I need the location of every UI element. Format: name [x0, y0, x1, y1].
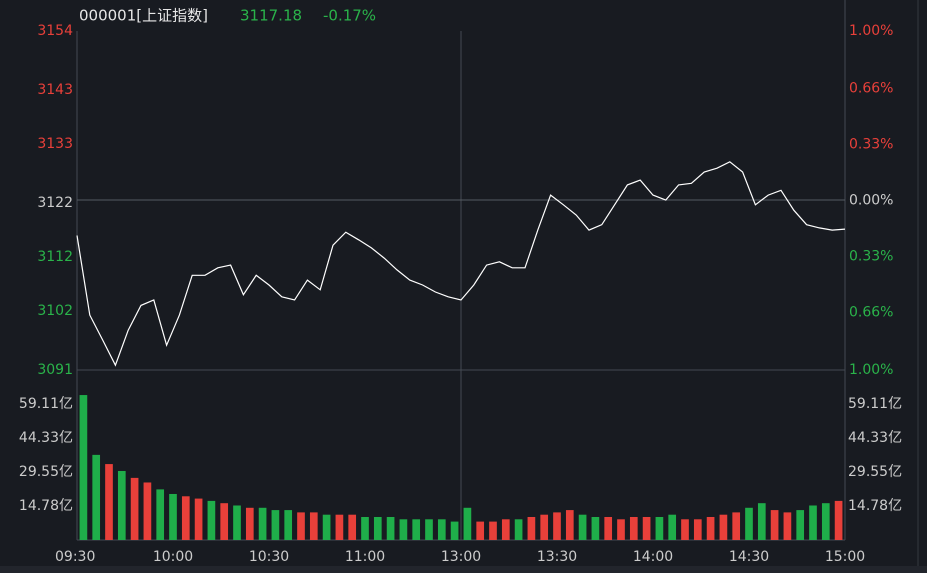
y2-tick-label: 0.66%	[849, 81, 893, 97]
volume-bar	[732, 512, 741, 540]
volume-bar	[681, 519, 689, 540]
volume-bar	[245, 507, 254, 540]
chart-title: 000001[上证指数]	[79, 7, 208, 25]
y2-tick-label: 1.00%	[849, 23, 893, 39]
volume-bar	[476, 521, 485, 540]
y2-tick-label: 0.33%	[849, 137, 893, 153]
volume-bar	[629, 516, 638, 540]
y2-tick-label: 0.66%	[849, 304, 893, 320]
volume-bar	[809, 505, 817, 540]
volume-bar	[220, 503, 229, 540]
volume-bar	[693, 519, 702, 540]
y-tick-label: 59.11亿	[19, 396, 73, 412]
volume-bar	[386, 516, 395, 540]
y2-tick-label: 0.33%	[849, 248, 893, 264]
volume-bar	[207, 500, 216, 540]
y-tick-label: 29.55亿	[19, 464, 73, 480]
y2-tick-label: 44.33亿	[848, 430, 902, 446]
volume-bar	[348, 514, 357, 540]
volume-bar	[284, 510, 293, 540]
x-tick-label: 09:30	[55, 549, 95, 565]
volume-bar	[297, 512, 305, 540]
volume-bar	[450, 521, 459, 540]
x-tick-label: 10:00	[153, 549, 193, 565]
volume-bar	[668, 514, 677, 540]
volume-bar	[194, 498, 203, 540]
x-tick-label: 11:00	[345, 549, 385, 565]
volume-bar	[489, 521, 497, 540]
y-tick-label: 3102	[37, 303, 73, 319]
y2-tick-label: 0.00%	[849, 193, 893, 209]
volume-bar	[591, 516, 600, 540]
x-tick-label: 13:30	[537, 549, 577, 565]
volume-bar	[143, 482, 152, 540]
y-tick-label: 3112	[37, 249, 73, 265]
volume-bar	[399, 519, 408, 540]
y-tick-label: 14.78亿	[19, 498, 73, 514]
x-tick-label: 14:30	[729, 549, 769, 565]
volume-bar	[322, 514, 331, 540]
volume-bar	[821, 503, 830, 540]
volume-bar	[540, 514, 549, 540]
volume-bar	[463, 507, 472, 540]
volume-bar	[642, 516, 651, 540]
volume-bar	[233, 505, 241, 540]
x-tick-label: 14:00	[633, 549, 673, 565]
volume-bar	[117, 470, 126, 540]
x-tick-label: 15:00	[825, 549, 865, 565]
volume-bar	[181, 496, 190, 540]
volume-bar	[105, 464, 113, 540]
volume-bar	[335, 514, 344, 540]
volume-bar	[425, 519, 433, 540]
y-tick-label: 44.33亿	[19, 430, 73, 446]
y2-tick-label: 14.78亿	[848, 498, 902, 514]
volume-bar	[514, 519, 523, 540]
volume-bar	[437, 519, 446, 540]
volume-bar	[604, 516, 613, 540]
volume-bar	[655, 516, 664, 540]
y2-tick-label: 29.55亿	[848, 464, 902, 480]
y2-tick-label: 59.11亿	[848, 396, 902, 412]
x-tick-label: 13:00	[441, 549, 481, 565]
volume-bar	[501, 519, 510, 540]
volume-bar	[757, 503, 766, 540]
volume-bar	[412, 519, 421, 540]
y-tick-label: 3133	[37, 136, 73, 152]
volume-bar	[169, 493, 177, 540]
last-price: 3117.18	[240, 7, 302, 25]
volume-bar	[271, 510, 280, 540]
volume-bar	[258, 507, 267, 540]
y-tick-label: 3091	[37, 362, 73, 378]
volume-bar	[770, 510, 779, 540]
x-tick-label: 10:30	[249, 549, 289, 565]
volume-bar	[309, 512, 318, 540]
volume-bar	[79, 395, 88, 540]
price-line	[76, 161, 846, 367]
volume-bar	[156, 489, 165, 540]
volume-bar	[706, 516, 715, 540]
y-tick-label: 3143	[37, 82, 73, 98]
volume-bar	[92, 454, 101, 540]
volume-bar	[783, 512, 792, 540]
volume-bar	[745, 507, 753, 540]
volume-bar	[373, 516, 382, 540]
volume-bar	[719, 514, 728, 540]
volume-bar	[565, 510, 574, 540]
bottom-strip	[0, 566, 927, 573]
volume-bar	[617, 519, 625, 540]
volume-bar	[796, 510, 805, 540]
volume-bar	[130, 477, 139, 540]
volume-bar	[578, 514, 587, 540]
volume-bar	[361, 516, 369, 540]
y-tick-label: 3154	[37, 23, 73, 39]
volume-bar	[834, 500, 843, 540]
y-tick-label: 3122	[37, 195, 73, 211]
y2-tick-label: 1.00%	[849, 362, 893, 378]
change: -0.17%	[323, 7, 376, 25]
volume-bar	[553, 512, 561, 540]
volume-bar	[527, 516, 536, 540]
